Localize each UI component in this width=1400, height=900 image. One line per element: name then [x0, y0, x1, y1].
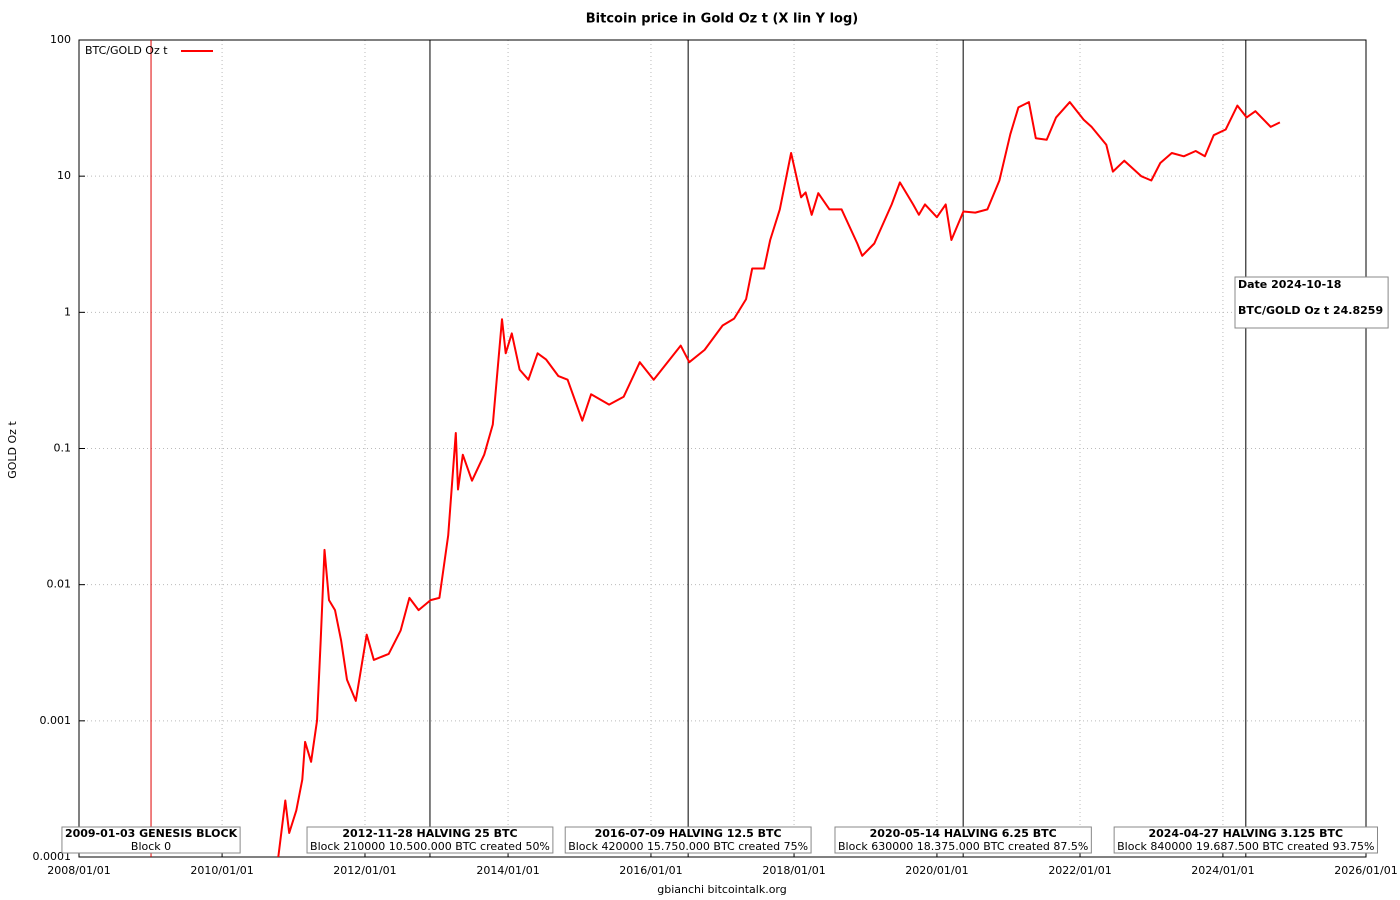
- tooltip-date: Date 2024-10-18: [1238, 278, 1341, 291]
- event-title: 2016-07-09 HALVING 12.5 BTC: [595, 827, 782, 840]
- x-tick-label: 2020/01/01: [905, 864, 968, 877]
- tooltip: Date 2024-10-18 BTC/GOLD Oz t 24.8259: [1234, 276, 1389, 329]
- event-detail: Block 210000 10.500.000 BTC created 50%: [310, 840, 550, 853]
- event-box: [1113, 826, 1378, 854]
- footer: gbianchi bitcointalk.org: [657, 883, 786, 896]
- y-axis-label: GOLD Oz t: [6, 421, 19, 479]
- event-detail: Block 840000 19.687.500 BTC created 93.7…: [1117, 840, 1374, 853]
- legend-label: BTC/GOLD Oz t: [85, 44, 168, 57]
- event-title: 2020-05-14 HALVING 6.25 BTC: [870, 827, 1057, 840]
- event-box: [564, 826, 812, 854]
- tooltip-value: BTC/GOLD Oz t 24.8259: [1238, 304, 1383, 317]
- event-box: [306, 826, 554, 854]
- event-box: [61, 826, 241, 854]
- event-detail: Block 630000 18.375.000 BTC created 87.5…: [838, 840, 1088, 853]
- x-tick-label: 2024/01/01: [1191, 864, 1254, 877]
- data-line: [277, 101, 1281, 857]
- x-tick-label: 2018/01/01: [762, 864, 825, 877]
- chart-title: Bitcoin price in Gold Oz t (X lin Y log): [586, 12, 858, 27]
- x-tick-label: 2022/01/01: [1048, 864, 1111, 877]
- tooltip-box: [1234, 276, 1389, 329]
- event-title: 2009-01-03 GENESIS BLOCK: [65, 827, 238, 840]
- y-tick-label: 10: [57, 169, 71, 182]
- x-tick-label: 2014/01/01: [476, 864, 539, 877]
- x-tick-label: 2010/01/01: [190, 864, 253, 877]
- y-tick-label: 100: [50, 33, 71, 46]
- y-tick-label: 0.1: [54, 442, 72, 455]
- event-detail: Block 420000 15.750.000 BTC created 75%: [568, 840, 808, 853]
- y-tick-label: 0.001: [40, 714, 72, 727]
- plot-border: [78, 39, 1367, 858]
- event-title: 2012-11-28 HALVING 25 BTC: [342, 827, 517, 840]
- event-detail: Block 0: [131, 840, 171, 853]
- event-box: [834, 826, 1092, 854]
- x-tick-label: 2012/01/01: [333, 864, 396, 877]
- x-tick-label: 2026/01/01: [1334, 864, 1397, 877]
- x-tick-label: 2016/01/01: [619, 864, 682, 877]
- y-tick-label: 0.0001: [33, 850, 72, 863]
- y-tick-label: 1: [64, 305, 71, 318]
- event-title: 2024-04-27 HALVING 3.125 BTC: [1148, 827, 1343, 840]
- y-tick-label: 0.01: [47, 578, 72, 591]
- x-tick-label: 2008/01/01: [47, 864, 110, 877]
